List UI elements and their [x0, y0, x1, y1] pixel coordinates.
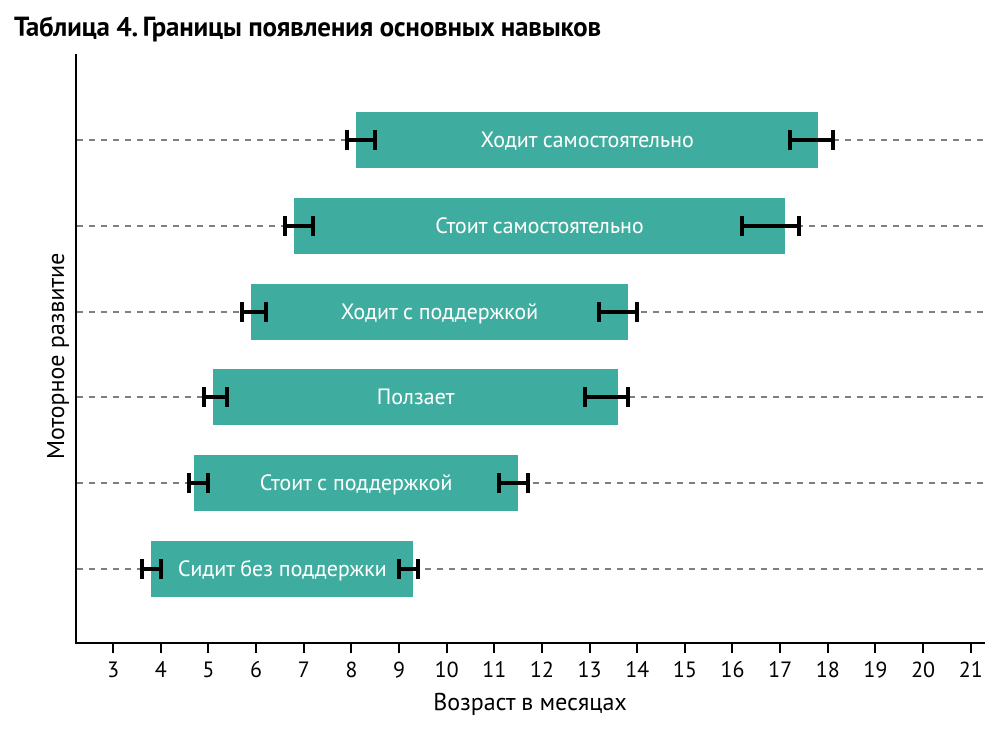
bar-label: Ползает	[377, 383, 455, 411]
x-tick-label: 10	[435, 656, 459, 684]
x-tick-mark	[970, 644, 972, 653]
x-tick-label: 3	[107, 656, 119, 684]
x-tick-label: 15	[673, 656, 697, 684]
whisker-cap	[187, 473, 191, 493]
x-tick-mark	[303, 644, 305, 653]
x-tick-mark	[398, 644, 400, 653]
bar-label: Стоит самостоятельно	[435, 212, 643, 240]
x-tick-label: 20	[911, 656, 935, 684]
whisker-line	[499, 481, 528, 485]
whisker-cap	[526, 473, 530, 493]
x-tick-label: 21	[959, 656, 983, 684]
x-tick-label: 7	[298, 656, 310, 684]
x-tick-label: 17	[768, 656, 792, 684]
x-tick-label: 6	[250, 656, 262, 684]
x-tick-mark	[636, 644, 638, 653]
x-tick-mark	[589, 644, 591, 653]
whisker-line	[242, 310, 266, 314]
whisker-line	[599, 310, 637, 314]
x-tick-mark	[446, 644, 448, 653]
whisker-cap	[831, 130, 835, 150]
whisker-cap	[373, 130, 377, 150]
x-tick-mark	[255, 644, 257, 653]
x-tick-label: 12	[530, 656, 554, 684]
whisker-cap	[283, 216, 287, 236]
whisker-cap	[788, 130, 792, 150]
bar-label: Ходит самостоятельно	[481, 126, 694, 154]
bar-label: Сидит без поддержки	[178, 555, 387, 583]
x-tick-mark	[731, 644, 733, 653]
bar-label: Ходит с поддержкой	[341, 298, 538, 326]
x-tick-label: 4	[155, 656, 167, 684]
whisker-cap	[345, 130, 349, 150]
whisker-cap	[240, 302, 244, 322]
x-tick-label: 19	[863, 656, 887, 684]
whisker-cap	[497, 473, 501, 493]
x-axis-label: Возраст в месяцах	[75, 686, 985, 717]
chart-page: Таблица 4. Границы появления основных на…	[0, 0, 1000, 737]
whisker-cap	[140, 559, 144, 579]
x-tick-label: 11	[482, 656, 506, 684]
x-tick-mark	[922, 644, 924, 653]
x-tick-mark	[112, 644, 114, 653]
whisker-cap	[159, 559, 163, 579]
x-tick-mark	[493, 644, 495, 653]
x-tick-mark	[827, 644, 829, 653]
x-tick-label: 18	[816, 656, 840, 684]
x-tick-mark	[160, 644, 162, 653]
whisker-cap	[635, 302, 639, 322]
whisker-line	[742, 224, 799, 228]
whisker-cap	[416, 559, 420, 579]
whisker-cap	[225, 387, 229, 407]
whisker-cap	[264, 302, 268, 322]
x-tick-mark	[350, 644, 352, 653]
x-tick-label: 5	[202, 656, 214, 684]
whisker-line	[790, 138, 833, 142]
whisker-line	[585, 395, 628, 399]
whisker-cap	[583, 387, 587, 407]
x-tick-mark	[207, 644, 209, 653]
whisker-cap	[206, 473, 210, 493]
whisker-line	[347, 138, 376, 142]
y-axis-line	[75, 54, 77, 644]
whisker-cap	[311, 216, 315, 236]
x-axis-line	[75, 642, 985, 644]
x-tick-label: 14	[625, 656, 649, 684]
x-tick-mark	[779, 644, 781, 653]
chart-title: Таблица 4. Границы появления основных на…	[14, 10, 601, 44]
x-tick-label: 8	[345, 656, 357, 684]
whisker-cap	[202, 387, 206, 407]
whisker-cap	[626, 387, 630, 407]
whisker-cap	[797, 216, 801, 236]
x-tick-label: 9	[393, 656, 405, 684]
plot-area: 3456789101112131415161718192021Ходит сам…	[75, 54, 985, 644]
whisker-cap	[740, 216, 744, 236]
x-tick-mark	[684, 644, 686, 653]
x-tick-mark	[541, 644, 543, 653]
x-tick-label: 16	[720, 656, 744, 684]
x-tick-mark	[874, 644, 876, 653]
bar-label: Стоит с поддержкой	[260, 469, 453, 497]
whisker-line	[285, 224, 314, 228]
whisker-cap	[597, 302, 601, 322]
y-axis-label: Моторное развитие	[40, 253, 71, 459]
x-tick-label: 13	[578, 656, 602, 684]
whisker-line	[204, 395, 228, 399]
whisker-cap	[397, 559, 401, 579]
